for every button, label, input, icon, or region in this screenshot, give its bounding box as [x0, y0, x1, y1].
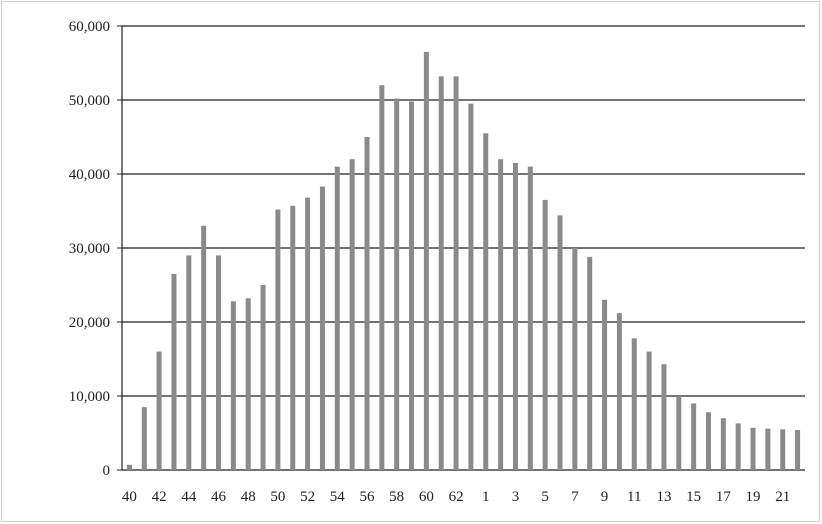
bar-40: [126, 464, 132, 470]
bar-50: [275, 209, 281, 470]
x-tick-label: 5: [541, 489, 549, 505]
bar-58: [394, 98, 400, 471]
x-tick-label: 1: [482, 489, 490, 505]
bar-7: [572, 248, 578, 470]
bar-52: [305, 197, 311, 470]
bar-6: [557, 215, 563, 470]
bar-42: [156, 351, 162, 470]
bar-57: [379, 85, 385, 470]
bar-5: [542, 199, 548, 470]
x-tick-label: 21: [775, 489, 790, 505]
bar-17: [720, 418, 726, 470]
x-tick-label: 3: [512, 489, 520, 505]
x-tick-label: 46: [211, 489, 227, 505]
x-tick-label: 60: [419, 489, 434, 505]
bar-43: [171, 273, 177, 470]
bar-41: [141, 407, 147, 470]
bar-15: [691, 403, 697, 470]
x-tick-label: 7: [571, 489, 579, 505]
bar-59: [409, 101, 415, 470]
bar-1: [483, 133, 489, 471]
x-tick-label: 17: [716, 489, 732, 505]
y-tick-label: 50,000: [69, 93, 110, 109]
x-tick-label: 58: [389, 489, 404, 505]
bar-3: [512, 162, 518, 470]
bar-21: [780, 429, 786, 470]
bar-13: [661, 364, 667, 470]
bar-56: [364, 137, 370, 470]
x-tick-label: 48: [241, 489, 256, 505]
bar-53: [319, 186, 325, 470]
bar-48: [245, 298, 251, 470]
bar-61: [438, 76, 444, 470]
bar-63: [468, 103, 474, 470]
x-tick-label: 62: [449, 489, 464, 505]
x-tick-label: 9: [601, 489, 609, 505]
bar-51: [290, 205, 296, 470]
bar-62: [453, 76, 459, 470]
bar-19: [750, 427, 756, 470]
x-tick-label: 54: [330, 489, 346, 505]
y-tick-label: 30,000: [69, 241, 110, 257]
bar-45: [201, 225, 207, 470]
bar-22: [795, 430, 801, 470]
bar-44: [186, 255, 192, 470]
x-tick-label: 50: [270, 489, 285, 505]
bar-2: [498, 159, 504, 470]
y-tick-label: 60,000: [69, 19, 110, 35]
x-tick-label: 19: [746, 489, 761, 505]
bar-47: [230, 301, 236, 470]
y-tick-label: 20,000: [69, 315, 110, 331]
bar-4: [527, 166, 533, 470]
bar-10: [616, 313, 622, 470]
y-tick-label: 40,000: [69, 167, 110, 183]
x-tick-label: 40: [122, 489, 137, 505]
x-tick-label: 11: [627, 489, 641, 505]
y-tick-label: 10,000: [69, 389, 110, 405]
bar-16: [705, 412, 711, 470]
bar-12: [646, 351, 652, 470]
bar-46: [216, 255, 222, 470]
bar-14: [676, 396, 682, 470]
bar-49: [260, 285, 266, 470]
bar-55: [349, 159, 355, 470]
y-tick-label: 0: [103, 463, 111, 479]
x-tick-label: 15: [686, 489, 701, 505]
bar-54: [334, 166, 340, 470]
bar-18: [735, 423, 741, 470]
x-tick-label: 52: [300, 489, 315, 505]
x-tick-label: 44: [181, 489, 197, 505]
x-tick-label: 42: [152, 489, 167, 505]
x-tick-label: 13: [656, 489, 671, 505]
bar-8: [587, 256, 593, 470]
bar-20: [765, 428, 771, 470]
bar-11: [631, 338, 637, 470]
bar-9: [602, 299, 608, 470]
x-tick-label: 56: [359, 489, 375, 505]
bar-60: [423, 51, 429, 471]
